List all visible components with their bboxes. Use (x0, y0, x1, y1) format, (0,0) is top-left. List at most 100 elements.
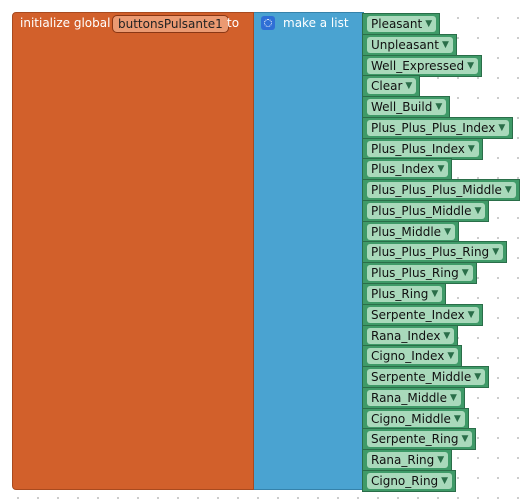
text-item-block[interactable]: Cigno_Index ▼ (362, 345, 463, 368)
dropdown-arrow[interactable]: ▼ (498, 122, 506, 133)
dropdown-arrow[interactable]: ▼ (504, 185, 512, 196)
dropdown-field[interactable]: Rana_Index ▼ (367, 327, 455, 344)
block-label: initialize global (20, 16, 111, 30)
make-list-block[interactable] (254, 12, 364, 490)
item-text: Plus_Plus_Plus_Ring (371, 245, 490, 260)
dropdown-field[interactable]: Serpente_Index ▼ (367, 306, 479, 323)
dropdown-field[interactable]: Plus_Middle ▼ (367, 223, 455, 240)
dropdown-field[interactable]: Plus_Plus_Plus_Ring ▼ (367, 244, 504, 261)
text-item-block[interactable]: Cigno_Middle ▼ (362, 407, 469, 430)
text-item-block[interactable]: Serpente_Ring ▼ (362, 428, 477, 451)
item-text: Plus_Plus_Plus_Middle (371, 183, 502, 198)
dropdown-field[interactable]: Cigno_Ring ▼ (367, 472, 453, 489)
item-text: Plus_Plus_Index (371, 141, 465, 156)
dropdown-arrow[interactable]: ▼ (467, 60, 474, 71)
item-text: Pleasant (371, 17, 423, 31)
item-text: Rana_Index (371, 328, 441, 343)
dropdown-arrow[interactable]: ▼ (444, 226, 451, 237)
dropdown-arrow[interactable]: ▼ (435, 102, 443, 113)
dropdown-field[interactable]: Cigno_Index ▼ (367, 348, 459, 365)
dropdown-arrow[interactable]: ▼ (447, 351, 455, 362)
dropdown-arrow[interactable]: ▼ (467, 309, 475, 320)
item-text: Well_Expressed (371, 58, 465, 73)
text-item-block[interactable]: Clear ▼ (362, 75, 421, 98)
text-item-block[interactable]: Unpleasant ▼ (362, 33, 457, 56)
dropdown-field[interactable]: Clear ▼ (367, 78, 417, 95)
dropdown-field[interactable]: Plus_Plus_Index ▼ (367, 140, 479, 157)
text-item-block[interactable]: Rana_Ring ▼ (362, 449, 453, 472)
item-text: Rana_Ring (371, 453, 435, 468)
text-item-block[interactable]: Rana_Middle ▼ (362, 386, 465, 409)
dropdown-field[interactable]: Plus_Ring ▼ (367, 286, 443, 302)
dropdown-field[interactable]: Rana_Ring ▼ (367, 452, 449, 469)
block-label: to (227, 16, 240, 30)
dropdown-field[interactable]: Plus_Index ▼ (367, 161, 449, 178)
item-text: Plus_Index (371, 162, 435, 177)
dropdown-field[interactable]: Plus_Plus_Ring ▼ (367, 265, 473, 282)
mutator-icon[interactable] (261, 16, 275, 30)
item-text: Plus_Middle (371, 224, 442, 239)
dropdown-field[interactable]: Well_Expressed ▼ (367, 57, 478, 74)
item-text: Cigno_Ring (371, 473, 439, 488)
dropdown-field[interactable]: Unpleasant ▼ (367, 36, 453, 53)
dropdown-arrow[interactable]: ▼ (425, 19, 433, 29)
text-item-block[interactable]: Rana_Index ▼ (362, 324, 459, 347)
initialize-global-block[interactable] (12, 12, 254, 490)
dropdown-arrow[interactable]: ▼ (437, 164, 445, 175)
text-item-block[interactable]: Plus_Index ▼ (362, 158, 453, 181)
dropdown-arrow[interactable]: ▼ (461, 268, 469, 279)
item-text: Plus_Plus_Middle (371, 203, 472, 218)
text-item-block[interactable]: Plus_Middle ▼ (362, 220, 459, 243)
dropdown-field[interactable]: Plus_Plus_Plus_Index ▼ (367, 119, 510, 136)
item-text: Plus_Plus_Ring (371, 266, 459, 281)
dropdown-arrow[interactable]: ▼ (467, 143, 475, 154)
dropdown-field[interactable]: Plus_Plus_Middle ▼ (367, 202, 486, 219)
dropdown-arrow[interactable]: ▼ (437, 455, 445, 466)
text-item-block[interactable]: Serpente_Index ▼ (362, 303, 483, 326)
dropdown-field[interactable]: Serpente_Middle ▼ (367, 369, 486, 386)
item-text: Rana_Middle (371, 390, 448, 405)
dropdown-arrow[interactable]: ▼ (442, 39, 449, 50)
dropdown-arrow[interactable]: ▼ (431, 289, 439, 299)
item-text: Serpente_Middle (371, 370, 472, 385)
dropdown-field[interactable]: Plus_Plus_Plus_Middle ▼ (367, 182, 516, 199)
text-item-block[interactable]: Well_Expressed ▼ (362, 54, 482, 77)
dropdown-arrow[interactable]: ▼ (441, 475, 449, 486)
dropdown-arrow[interactable]: ▼ (405, 81, 413, 92)
item-text: Cigno_Index (371, 349, 445, 364)
dropdown-arrow[interactable]: ▼ (492, 247, 500, 258)
item-text: Plus_Plus_Plus_Index (371, 120, 496, 135)
text-item-block[interactable]: Plus_Plus_Plus_Ring ▼ (362, 241, 508, 264)
dropdown-arrow[interactable]: ▼ (443, 330, 451, 341)
dropdown-field[interactable]: Rana_Middle ▼ (367, 389, 461, 406)
text-item-block[interactable]: Plus_Plus_Plus_Index ▼ (362, 116, 514, 139)
dropdown-arrow[interactable]: ▼ (474, 205, 482, 216)
text-item-block[interactable]: Plus_Plus_Index ▼ (362, 137, 483, 160)
item-text: Clear (371, 79, 403, 94)
text-item-block[interactable]: Well_Build ▼ (362, 96, 451, 119)
dropdown-arrow[interactable]: ▼ (450, 392, 457, 403)
text-item-block[interactable]: Plus_Plus_Plus_Middle ▼ (362, 179, 520, 202)
item-text: Unpleasant (371, 37, 439, 52)
text-item-block[interactable]: Cigno_Ring ▼ (362, 469, 457, 492)
item-text: Plus_Ring (371, 287, 429, 301)
dropdown-field[interactable]: Well_Build ▼ (367, 99, 447, 116)
dropdown-field[interactable]: Serpente_Ring ▼ (367, 431, 473, 448)
text-item-block[interactable]: Plus_Ring ▼ (362, 283, 447, 305)
dropdown-arrow[interactable]: ▼ (461, 434, 469, 445)
item-text: Serpente_Index (371, 307, 465, 322)
variable-name-field[interactable]: buttonsPulsante1 (112, 15, 229, 33)
dropdown-arrow[interactable]: ▼ (453, 413, 461, 424)
dropdown-field[interactable]: Cigno_Middle ▼ (367, 410, 465, 427)
text-item-block[interactable]: Plus_Plus_Ring ▼ (362, 262, 477, 285)
item-text: Cigno_Middle (371, 411, 451, 426)
item-text: Well_Build (371, 100, 433, 115)
text-item-block[interactable]: Pleasant ▼ (362, 13, 441, 35)
dropdown-field[interactable]: Pleasant ▼ (367, 16, 437, 32)
block-label: make a list (283, 16, 349, 30)
dropdown-arrow[interactable]: ▼ (474, 372, 482, 383)
text-item-block[interactable]: Serpente_Middle ▼ (362, 366, 490, 389)
text-item-block[interactable]: Plus_Plus_Middle ▼ (362, 199, 490, 222)
item-text: Serpente_Ring (371, 432, 459, 447)
